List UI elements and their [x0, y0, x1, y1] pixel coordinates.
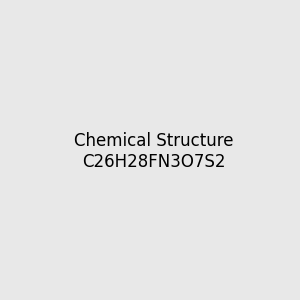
Text: Chemical Structure
C26H28FN3O7S2: Chemical Structure C26H28FN3O7S2	[74, 132, 233, 171]
